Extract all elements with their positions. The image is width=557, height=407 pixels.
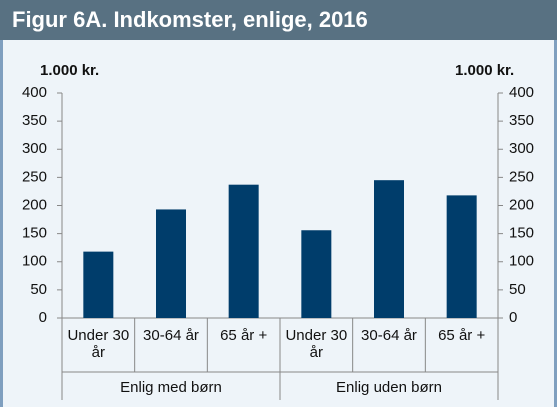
chart-frame <box>0 40 557 407</box>
y2-tick-label: 250 <box>509 168 534 185</box>
y2-tick-label: 400 <box>509 84 534 101</box>
y-tick-label: 300 <box>22 140 47 157</box>
group-label: Enlig uden børn <box>336 379 442 396</box>
y-tick-label: 50 <box>30 281 47 298</box>
bar <box>83 251 114 318</box>
y-tick-label: 150 <box>22 225 47 242</box>
x-tick-label: 30-64 år <box>361 327 417 344</box>
bar <box>374 180 404 318</box>
y2-tick-label: 50 <box>509 281 526 298</box>
bar <box>156 209 186 318</box>
x-tick-label: 65 år + <box>438 327 486 344</box>
y-axis-label: 1.000 kr. <box>40 62 99 79</box>
chart-title: Figur 6A. Indkomster, enlige, 2016 <box>0 0 557 40</box>
y2-tick-label: 200 <box>509 196 534 213</box>
y-tick-label: 100 <box>22 253 47 270</box>
y2-tick-label: 350 <box>509 112 534 129</box>
y2-tick-label: 300 <box>509 140 534 157</box>
bar <box>301 230 332 318</box>
y2-tick-label: 150 <box>509 225 534 242</box>
bar <box>446 195 477 318</box>
y2-axis-label: 1.000 kr. <box>455 62 514 79</box>
x-tick-label: 30-64 år <box>143 327 199 344</box>
y-tick-label: 350 <box>22 112 47 129</box>
group-label: Enlig med børn <box>120 379 222 396</box>
bar <box>228 184 259 318</box>
y-tick-label: 0 <box>39 309 47 326</box>
y-tick-label: 200 <box>22 196 47 213</box>
y2-tick-label: 0 <box>509 309 517 326</box>
x-tick-label: Under 30 år <box>67 327 130 361</box>
y2-tick-label: 100 <box>509 253 534 270</box>
x-tick-label: Under 30 år <box>285 327 348 361</box>
y-tick-label: 250 <box>22 168 47 185</box>
x-tick-label: 65 år + <box>220 327 268 344</box>
y-tick-label: 400 <box>22 84 47 101</box>
